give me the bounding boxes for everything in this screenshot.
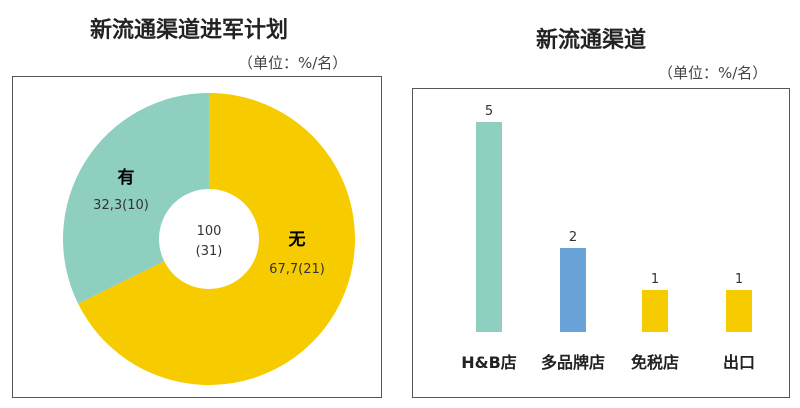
bar-chart-title: 新流通渠道 [536, 28, 647, 53]
bar-chart-panel: 5 H&B店 2 多品牌店 1 免税店 1 出口 [412, 88, 790, 398]
pie-chart-unit-note: （单位：%/名） [238, 54, 348, 72]
slice-name-no: 无 [288, 230, 306, 250]
donut-slice-no [78, 93, 356, 385]
bar-4 [726, 290, 752, 332]
bar-value-label-1: 5 [485, 104, 493, 119]
slice-label-yes: 32,3(10) [93, 198, 149, 213]
bar-chart: 5 H&B店 2 多品牌店 1 免税店 1 出口 [461, 104, 755, 372]
pie-chart-title: 新流通渠道进军计划 [90, 18, 289, 43]
bar-value-label-4: 1 [735, 272, 743, 287]
bar-2 [560, 248, 586, 332]
slice-name-yes: 有 [118, 167, 135, 188]
pie-chart-panel: 有 32,3(10) 无 67,7(21) 100 (31) [12, 76, 382, 398]
bar-3 [642, 290, 668, 332]
donut-center-count: (31) [196, 244, 223, 259]
donut-slice-yes [62, 93, 210, 304]
donut-center-total: 100 [197, 224, 222, 239]
bar-category-label-2: 多品牌店 [541, 353, 605, 372]
bar-1 [476, 122, 502, 332]
bar-category-label-1: H&B店 [461, 353, 517, 372]
bar-category-label-4: 出口 [723, 353, 755, 372]
bar-chart-unit-note: （单位：%/名） [658, 64, 768, 82]
bar-value-label-2: 2 [569, 230, 577, 245]
bar-value-label-3: 1 [651, 272, 659, 287]
donut-chart: 有 32,3(10) 无 67,7(21) 100 (31) [62, 93, 356, 385]
slice-label-no: 67,7(21) [269, 262, 325, 277]
bar-category-label-3: 免税店 [631, 353, 679, 372]
